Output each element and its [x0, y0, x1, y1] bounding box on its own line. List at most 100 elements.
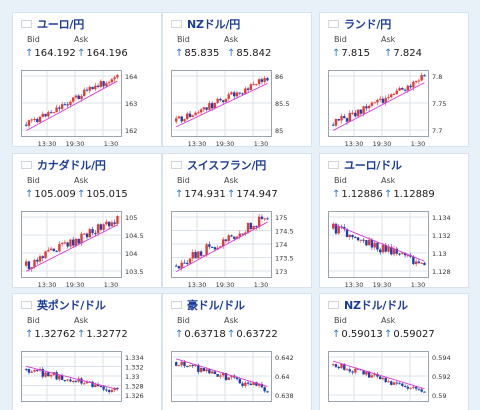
candle-body	[80, 378, 83, 384]
candle-body	[216, 373, 219, 377]
rate-card-gbp-usd[interactable]: 英ポンド/ドル Bid Ask ↑ 1.32762 ↑ 1.32772 1.334 1…	[12, 293, 162, 410]
candle-body	[351, 234, 354, 238]
up-arrow-icon: ↑	[77, 188, 86, 200]
y-tick-label: 0.59	[432, 392, 446, 400]
candle-body	[249, 84, 253, 90]
currency-pair-link[interactable]: スイスフラン/円	[187, 159, 267, 172]
candle-body	[373, 102, 376, 104]
rate-card-nzd-usd[interactable]: NZドル/ドル Bid Ask ↑ 0.59013 ↑ 0.59027 0.594 0…	[319, 293, 469, 410]
candle-body	[175, 118, 178, 122]
candle-body	[348, 234, 351, 238]
rate-card-eur-usd[interactable]: ユーロ/ドル Bid Ask ↑ 1.12886 ↑ 1.12889 1.134 1.…	[319, 153, 469, 288]
candle-body	[60, 242, 64, 244]
ask-value: 164.196	[86, 47, 128, 59]
candle-body	[96, 85, 100, 87]
candle-body	[365, 240, 368, 246]
currency-flag-icon	[171, 161, 182, 169]
bid-label: Bid	[177, 316, 190, 325]
rate-card-eur-jpy[interactable]: ユーロ/円 Bid Ask ↑ 164.192 ↑ 164.196 164 163 16…	[12, 12, 162, 147]
candle-body	[423, 262, 426, 266]
candle-body	[423, 391, 426, 393]
y-tick-label: 175	[275, 214, 287, 222]
y-tick-label: 174.5	[275, 228, 294, 236]
candle-body	[72, 239, 75, 246]
price-chart[interactable]: 1.334 1.332 1.33 1.328 1.326	[21, 351, 153, 410]
currency-flag-icon	[171, 20, 182, 28]
currency-pair-link[interactable]: NZドル/円	[187, 18, 240, 31]
currency-pair-link[interactable]: ユーロ/ドル	[344, 159, 402, 172]
candle-body	[44, 372, 47, 377]
candle-body	[390, 246, 393, 255]
y-tick-label: 0.642	[275, 354, 294, 362]
candle-body	[52, 112, 56, 114]
bid-label: Bid	[334, 35, 347, 44]
ask-label: Ask	[381, 35, 396, 44]
candle-body	[213, 371, 217, 374]
candle-body	[36, 259, 39, 262]
candle-body	[80, 233, 83, 244]
candle-body	[219, 375, 222, 377]
candle-body	[334, 223, 338, 234]
candle-body	[85, 381, 89, 384]
currency-pair-link[interactable]: NZドル/ドル	[344, 299, 408, 312]
candle-body	[99, 81, 103, 87]
card-header: NZドル/円	[163, 13, 311, 35]
currency-pair-link[interactable]: ランド/円	[344, 18, 392, 31]
candle-body	[180, 262, 183, 269]
currency-pair-link[interactable]: 豪ドル/ドル	[187, 299, 245, 312]
candle-body	[66, 379, 69, 381]
price-chart[interactable]: 175 174.5 174 173.5 173 13:30 19:30 1:30	[171, 211, 303, 287]
price-chart[interactable]: 1.134 1.132 1.13 1.128 13:30 19:30 1:30	[328, 211, 460, 287]
candle-body	[387, 246, 390, 252]
rate-card-cad-jpy[interactable]: カナダドル/円 Bid Ask ↑ 105.009 ↑ 105.015 105 104…	[12, 153, 162, 288]
ask-label: Ask	[224, 35, 239, 44]
price-chart[interactable]: 164 163 162 13:30 19:30 1:30	[21, 70, 153, 146]
rate-card-chf-jpy[interactable]: スイスフラン/円 Bid Ask ↑ 174.931 ↑ 174.947 175 17…	[162, 153, 312, 288]
candle-body	[337, 119, 340, 121]
candle-body	[381, 377, 385, 380]
x-tick-label: 1:30	[254, 140, 269, 147]
candle-body	[420, 262, 423, 264]
candle-body	[257, 383, 261, 386]
price-chart[interactable]: 86 85.5 85 13:30 19:30 1:30	[171, 70, 303, 146]
y-tick-label: 7.75	[432, 100, 446, 108]
up-arrow-icon: ↑	[384, 328, 393, 340]
candle-body	[255, 225, 258, 227]
price-chart[interactable]: 105 104.5 104 103.5 13:30 19:30 1:30	[21, 211, 153, 287]
candle-body	[74, 238, 78, 246]
candle-body	[392, 382, 396, 385]
candle-body	[246, 382, 250, 384]
candle-body	[412, 256, 415, 265]
candle-body	[332, 124, 335, 126]
up-arrow-icon: ↑	[332, 328, 341, 340]
candle-body	[47, 372, 50, 377]
currency-pair-link[interactable]: 英ポンド/ドル	[37, 299, 106, 312]
candle-body	[398, 253, 401, 255]
currency-pair-link[interactable]: カナダドル/円	[37, 159, 106, 172]
candle-body	[414, 81, 418, 83]
candle-body	[105, 221, 108, 225]
candle-body	[365, 371, 368, 375]
candle-body	[379, 249, 382, 253]
rate-card-nzd-jpy[interactable]: NZドル/円 Bid Ask ↑ 85.835 ↑ 85.842 86 85.5 85 1…	[162, 12, 312, 147]
price-chart[interactable]: 7.8 7.75 7.7 13:30 19:30 1:30	[328, 70, 460, 146]
candle-body	[199, 251, 203, 256]
x-tick-label: 13:30	[188, 281, 207, 288]
candle-body	[379, 98, 382, 100]
rate-card-aud-usd[interactable]: 豪ドル/ドル Bid Ask ↑ 0.63718 ↑ 0.63722 0.642 0.…	[162, 293, 312, 410]
rate-card-zar-jpy[interactable]: ランド/円 Bid Ask ↑ 7.815 ↑ 7.824 7.8 7.75 7.7 13…	[319, 12, 469, 147]
currency-pair-link[interactable]: ユーロ/円	[37, 18, 85, 31]
candle-body	[398, 87, 401, 91]
price-chart[interactable]: 0.594 0.592 0.59	[328, 351, 460, 410]
bid-label: Bid	[177, 35, 190, 44]
candle-body	[332, 364, 335, 366]
candle-body	[177, 266, 181, 269]
y-tick-label: 164	[125, 73, 137, 81]
price-chart[interactable]: 0.642 0.64 0.638	[171, 351, 303, 410]
bid-value: 1.32762	[34, 328, 76, 340]
up-arrow-icon: ↑	[175, 47, 184, 59]
candle-body	[354, 368, 357, 373]
card-header: ユーロ/ドル	[320, 154, 468, 176]
bid-ask-values: ↑ 174.931 ↑ 174.947	[163, 187, 311, 201]
